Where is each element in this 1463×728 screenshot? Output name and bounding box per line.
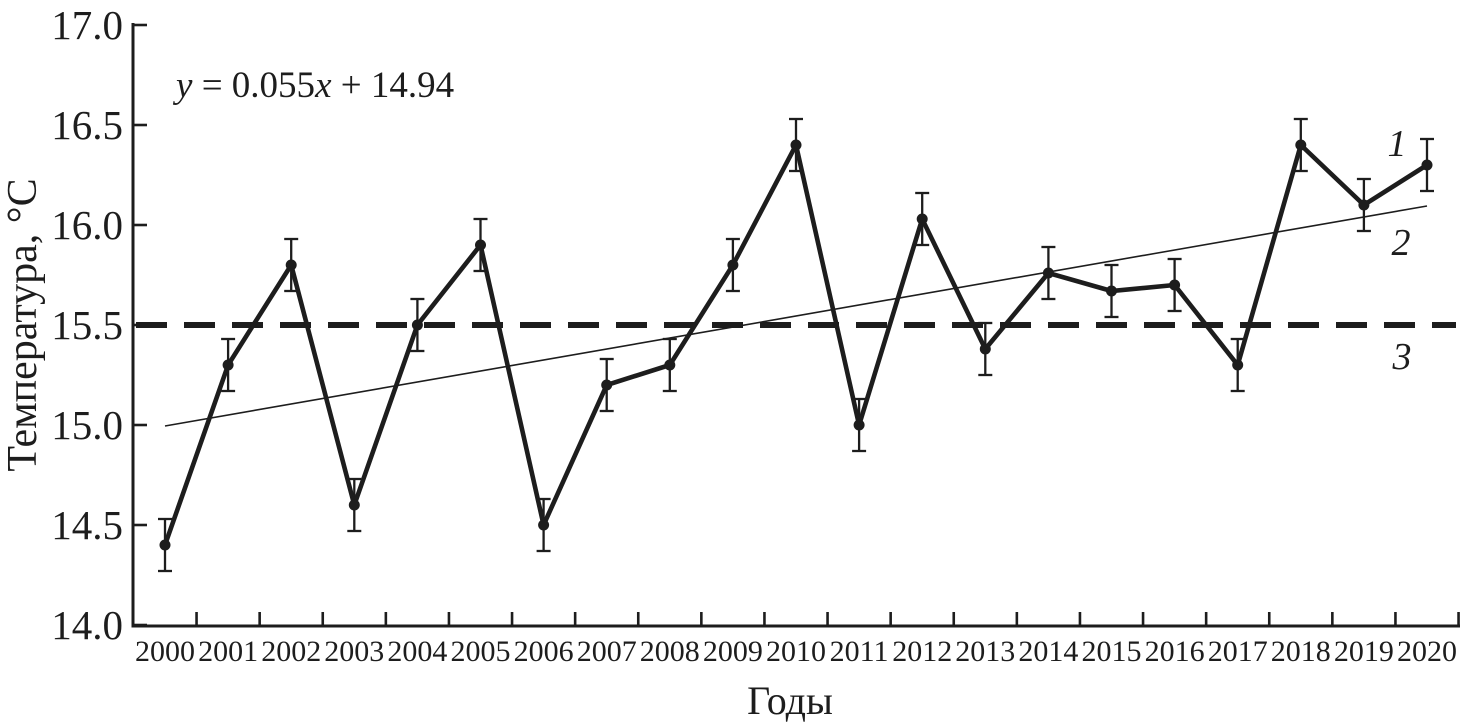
equation-term: = 0.055 <box>192 65 315 106</box>
legend-label-series: 1 <box>1388 123 1407 165</box>
x-tick-label: 2009 <box>703 635 763 668</box>
data-point-2016 <box>1169 279 1181 291</box>
data-point-2008 <box>664 359 676 371</box>
data-point-2007 <box>601 379 613 391</box>
y-tick-label: 16.0 <box>51 202 123 248</box>
equation-variable: x <box>314 65 332 106</box>
x-tick-label: 2018 <box>1271 635 1331 668</box>
data-point-2003 <box>348 499 360 511</box>
x-tick-label: 2008 <box>640 635 700 668</box>
data-point-2020 <box>1421 159 1433 171</box>
data-point-2001 <box>222 359 234 371</box>
data-point-2009 <box>727 259 739 271</box>
data-point-2019 <box>1358 199 1370 211</box>
regression-equation: y = 0.055x + 14.94 <box>172 65 454 106</box>
x-tick-label: 2013 <box>955 635 1015 668</box>
x-tick-label: 2012 <box>892 635 952 668</box>
x-tick-label: 2014 <box>1018 635 1078 668</box>
trend-line <box>164 205 1428 427</box>
data-point-2017 <box>1232 359 1244 371</box>
legend-label-trend: 2 <box>1392 222 1411 264</box>
y-tick-label: 14.5 <box>51 502 123 548</box>
x-tick-label: 2002 <box>261 635 321 668</box>
x-tick-label: 2010 <box>766 635 826 668</box>
x-axis-title: Годы <box>747 678 833 723</box>
data-point-2011 <box>853 419 865 431</box>
equation-term: + 14.94 <box>332 65 455 106</box>
data-point-2000 <box>159 539 171 551</box>
x-tick-label: 2019 <box>1334 635 1394 668</box>
equation-variable: y <box>172 65 193 106</box>
data-point-2014 <box>1042 267 1054 279</box>
x-tick-label: 2020 <box>1397 635 1457 668</box>
data-point-2018 <box>1295 139 1307 151</box>
data-point-2006 <box>538 519 550 531</box>
data-point-2013 <box>979 343 991 355</box>
y-tick-label: 15.0 <box>51 402 123 448</box>
x-tick-label: 2016 <box>1145 635 1205 668</box>
x-tick-label: 2003 <box>324 635 384 668</box>
data-point-2015 <box>1106 285 1117 297</box>
plot-area: 14.0 14.5 15.0 15.5 16.0 16.5 17.0 2000 2001 2002… <box>51 2 1460 668</box>
y-axis-title: Температура, °C <box>0 178 46 471</box>
x-tick-label: 2006 <box>514 635 574 668</box>
x-tick-label: 2001 <box>198 635 258 668</box>
y-tick-label: 14.0 <box>51 602 123 648</box>
legend-label-mean: 3 <box>1392 336 1412 378</box>
x-tick-label: 2011 <box>830 635 889 668</box>
x-tick-label: 2005 <box>451 635 511 668</box>
data-point-2002 <box>285 259 297 271</box>
y-tick-label: 15.5 <box>51 302 123 348</box>
data-point-2012 <box>916 213 928 225</box>
x-tick-label: 2004 <box>387 635 447 668</box>
data-point-2004 <box>411 319 423 331</box>
x-tick-label: 2017 <box>1208 635 1268 668</box>
x-tick-label: 2015 <box>1082 635 1142 668</box>
y-tick-label: 16.5 <box>51 102 123 148</box>
y-tick-label: 17.0 <box>51 2 123 48</box>
data-point-2010 <box>790 139 802 151</box>
data-point-2005 <box>475 239 486 251</box>
x-tick-label: 2007 <box>577 635 637 668</box>
x-tick-label: 2000 <box>135 635 195 668</box>
